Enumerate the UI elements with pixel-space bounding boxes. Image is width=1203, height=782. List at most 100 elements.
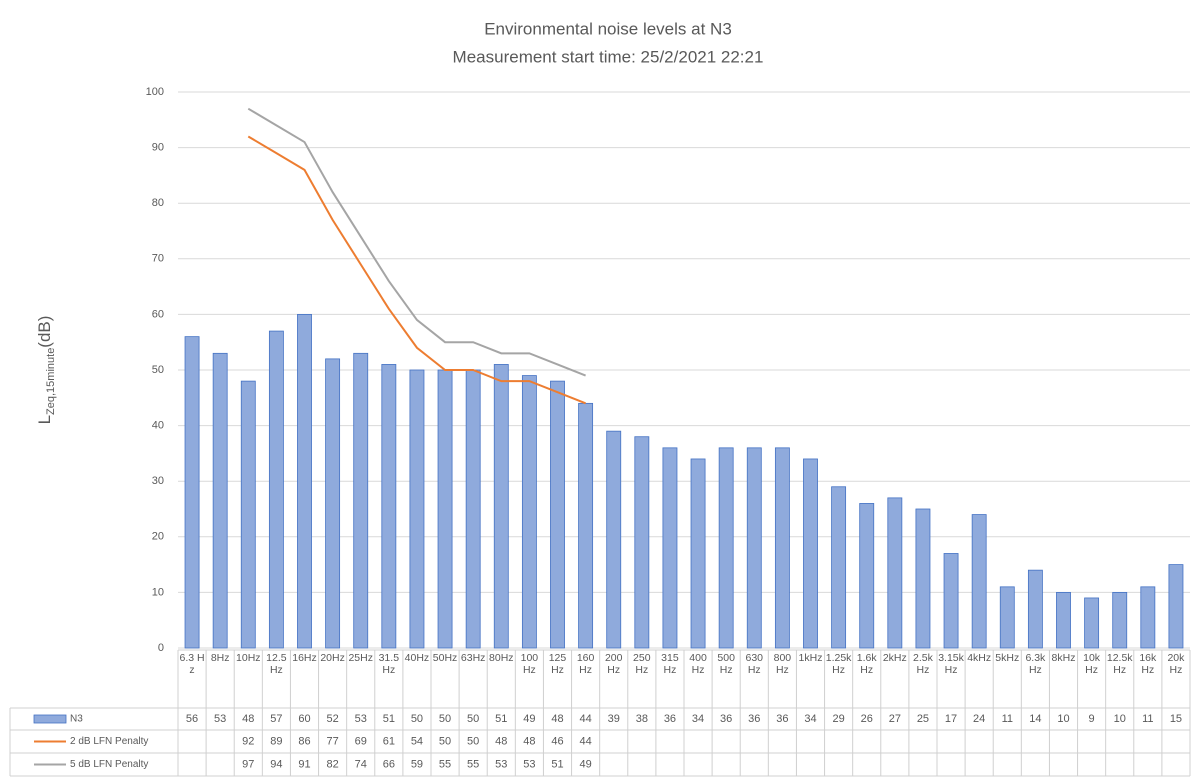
- category-cell: 125 Hz: [549, 652, 567, 676]
- x-tick-label: 315 Hz: [661, 652, 679, 676]
- line: [247, 135, 586, 405]
- table-value: 54: [411, 735, 423, 747]
- table-value: 9: [1089, 713, 1095, 725]
- category-cell: 20k Hz: [1167, 652, 1184, 676]
- x-tick-label: 6.3 Hz: [179, 652, 205, 676]
- bar: [746, 447, 762, 649]
- table-value: 49: [579, 758, 591, 770]
- x-tick-label: 31.5Hz: [378, 652, 400, 676]
- bar: [465, 369, 481, 649]
- table-value: 50: [411, 713, 423, 725]
- table-value: 51: [551, 758, 563, 770]
- category-cell: 12.5kHz: [1107, 652, 1133, 676]
- x-tick-label: 1.6k Hz: [856, 652, 877, 676]
- bar: [803, 458, 818, 649]
- bar: [353, 352, 369, 649]
- chart-subtitle: Measurement start time: 25/2/2021 22:21: [453, 47, 764, 66]
- table-value: 48: [551, 713, 563, 725]
- category-cell: 16k Hz: [1139, 652, 1157, 676]
- category-cell: 31.5Hz: [378, 652, 400, 676]
- legend-label: N3: [70, 714, 83, 725]
- table-value: 50: [467, 735, 479, 747]
- table-value: 82: [326, 758, 338, 770]
- x-tick-label: 50Hz: [432, 652, 458, 664]
- bar: [437, 369, 453, 649]
- bar: [915, 508, 931, 649]
- table-value: 91: [298, 758, 310, 770]
- table-value: 44: [579, 713, 591, 725]
- bar: [1027, 569, 1043, 649]
- bar: [774, 447, 790, 649]
- x-tick-label: 3.15kHz: [938, 652, 964, 676]
- category-cell: 20Hz: [320, 652, 345, 664]
- category-cell: 5kHz: [995, 652, 1019, 664]
- category-cell: 10k Hz: [1083, 652, 1100, 676]
- y-tick-label: 30: [152, 475, 164, 487]
- table-value: 48: [242, 713, 254, 725]
- table-value: 94: [270, 758, 282, 770]
- category-cell: 50Hz: [432, 652, 458, 664]
- bar: [297, 313, 312, 649]
- category-cell: 40Hz: [405, 652, 430, 664]
- y-tick-label: 10: [152, 586, 164, 598]
- table-value: 27: [889, 713, 901, 725]
- bar: [521, 375, 537, 649]
- bar: [634, 436, 650, 649]
- category-cell: 250 Hz: [633, 652, 651, 676]
- category-cell: 63Hz: [460, 652, 486, 664]
- bar: [859, 503, 875, 649]
- x-tick-label: 100 Hz: [520, 652, 539, 676]
- table-value: 53: [495, 758, 507, 770]
- category-cell: 6.3 Hz: [179, 652, 205, 676]
- table-value: 49: [523, 713, 535, 725]
- table-value: 77: [326, 735, 338, 747]
- table-value: 34: [804, 713, 816, 725]
- category-cell: 800 Hz: [774, 652, 792, 676]
- x-tick-label: 16k Hz: [1139, 652, 1157, 676]
- x-tick-label: 8kHz: [1051, 652, 1076, 664]
- chart-title: Environmental noise levels at N3: [484, 19, 732, 38]
- bar: [943, 553, 959, 649]
- category-cell: 25Hz: [348, 652, 373, 664]
- table-value: 15: [1170, 713, 1182, 725]
- bar: [718, 447, 734, 649]
- category-cell: 16Hz: [292, 652, 317, 664]
- x-tick-label: 12.5Hz: [266, 652, 287, 676]
- table-value: 44: [579, 735, 591, 747]
- bar: [971, 514, 987, 649]
- y-tick-label: 50: [152, 364, 164, 376]
- y-label-subscript: Zeq,15minute: [45, 348, 57, 415]
- x-tick-label: 25Hz: [348, 652, 373, 664]
- x-tick-label: 63Hz: [460, 652, 486, 664]
- bar: [999, 586, 1015, 649]
- bar: [325, 358, 341, 649]
- table-value: 17: [945, 713, 957, 725]
- x-tick-label: 160 Hz: [576, 652, 595, 676]
- bar: [606, 430, 622, 649]
- x-tick-label: 2kHz: [882, 652, 907, 664]
- x-tick-label: 20Hz: [320, 652, 345, 664]
- x-tick-label: 6.3k Hz: [1025, 652, 1046, 676]
- category-cell: 1.6k Hz: [856, 652, 877, 676]
- bar: [184, 336, 200, 649]
- legend-label: 2 dB LFN Penalty: [70, 736, 148, 747]
- y-tick-label: 100: [146, 86, 164, 98]
- category-cell: 1.25kHz: [826, 652, 852, 676]
- category-cell: 200 Hz: [605, 652, 623, 676]
- bar: [1112, 592, 1128, 649]
- category-cell: 80Hz: [489, 652, 514, 664]
- bar: [240, 380, 256, 649]
- table-value: 36: [776, 713, 788, 725]
- category-cell: 6.3k Hz: [1025, 652, 1046, 676]
- table-value: 53: [523, 758, 535, 770]
- category-cell: 8Hz: [211, 652, 230, 664]
- bar: [212, 352, 228, 649]
- table-value: 55: [467, 758, 479, 770]
- bar: [493, 364, 509, 649]
- bar: [831, 486, 847, 649]
- table-value: 29: [832, 713, 844, 725]
- table-value: 55: [439, 758, 451, 770]
- table-value: 51: [383, 713, 395, 725]
- category-cell: 630 Hz: [746, 652, 764, 676]
